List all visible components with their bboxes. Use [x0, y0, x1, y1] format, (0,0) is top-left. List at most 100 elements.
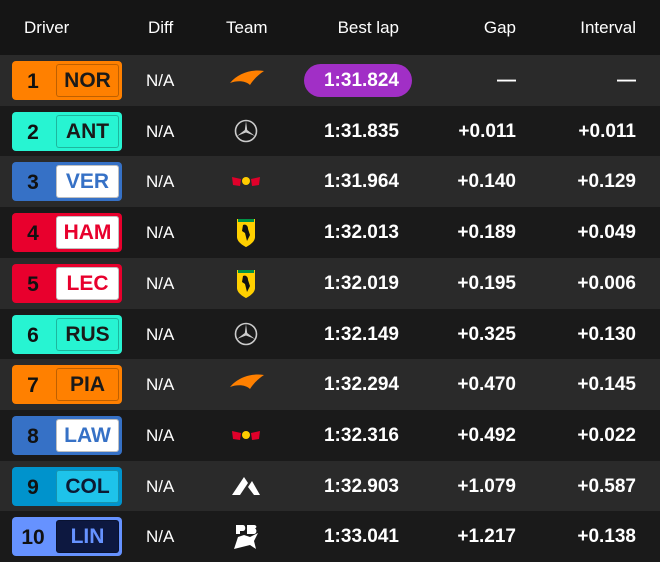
diff: N/A — [146, 425, 175, 445]
gap: +0.011 — [458, 120, 516, 142]
row: 7 PIA N/A 1:32.294 +0.470 +0.145 — [0, 359, 660, 411]
position: 2 — [27, 120, 39, 144]
gap: +0.189 — [457, 222, 516, 244]
best-lap: 1:31.964 — [323, 171, 399, 193]
header-driver: Driver — [24, 18, 70, 37]
driver-code: VER — [56, 165, 119, 199]
team-logo — [228, 367, 264, 406]
team-logo — [228, 418, 264, 457]
row: 5 LEC N/A 1:32.019 +0.195 +0.006 — [0, 257, 660, 309]
team-logo — [228, 519, 264, 558]
diff: N/A — [146, 375, 175, 395]
header-team: Team — [226, 18, 268, 37]
row: 8 LAW N/A 1:32.316 +0.492 +0.022 — [0, 409, 660, 461]
driver-badge: 6 RUS — [12, 314, 122, 354]
team-logo-icon — [237, 219, 255, 248]
driver-badge: 8 LAW — [12, 415, 122, 455]
team-logo — [228, 469, 264, 508]
fastest-lap-highlight — [304, 64, 412, 97]
team-logo-icon — [234, 119, 258, 142]
header-gap: Gap — [483, 18, 516, 37]
best-lap: 1:31.824 — [323, 70, 399, 91]
best-lap: 1:32.294 — [323, 374, 399, 396]
diff: N/A — [146, 121, 175, 141]
team-logo-icon — [234, 322, 258, 345]
position: 4 — [27, 222, 39, 246]
row: 2 ANT N/A 1:31.835 +0.011 +0.011 — [0, 105, 660, 157]
interval: +0.145 — [577, 374, 636, 396]
best-lap: 1:32.316 — [323, 424, 399, 446]
diff: N/A — [146, 223, 175, 243]
best-lap: 1:33.041 — [323, 526, 399, 548]
interval: +0.138 — [577, 526, 636, 548]
position: 1 — [27, 70, 39, 93]
team-logo — [228, 215, 264, 254]
row: 4 HAM N/A 1:32.013 +0.189 +0.049 — [0, 207, 660, 259]
driver-badge: 1 NOR — [12, 61, 122, 100]
team-logo — [228, 164, 264, 203]
interval: +0.022 — [577, 424, 636, 446]
row: 3 VER N/A 1:31.964 +0.140 +0.129 — [0, 156, 660, 208]
driver-code: LAW — [56, 418, 119, 452]
interval: +0.006 — [577, 272, 636, 294]
team-logo-icon — [232, 430, 260, 440]
gap: +0.470 — [457, 374, 516, 396]
best-lap: 1:31.835 — [323, 120, 399, 142]
diff: N/A — [146, 476, 175, 496]
team-logo — [228, 266, 264, 305]
diff: N/A — [146, 172, 175, 192]
interval: +0.587 — [577, 475, 636, 497]
driver-badge: 4 HAM — [12, 213, 122, 253]
driver-code: RUS — [56, 317, 119, 351]
team-logo-icon — [230, 70, 264, 85]
driver-code: PIA — [56, 368, 119, 402]
diff: N/A — [146, 273, 175, 293]
driver-badge: 5 LEC — [12, 263, 122, 303]
diff: N/A — [146, 527, 175, 547]
best-lap: 1:32.903 — [323, 475, 399, 497]
row: 9 COL N/A 1:32.903 +1.079 +0.587 — [0, 460, 660, 512]
row: 1 NOR N/A 1:31.824 — — — [0, 55, 660, 106]
interval: — — [617, 70, 636, 91]
driver-code: LEC — [56, 266, 119, 300]
team-logo-icon — [232, 177, 260, 187]
team-logo — [228, 63, 264, 102]
gap: +1.079 — [457, 475, 516, 497]
position: 7 — [27, 374, 39, 398]
team-logo — [228, 114, 264, 153]
interval: +0.129 — [577, 171, 636, 193]
header-diff: Diff — [148, 18, 174, 37]
position: 5 — [27, 272, 39, 296]
position: 9 — [27, 475, 39, 499]
gap: — — [497, 70, 516, 91]
team-logo-icon — [237, 269, 255, 298]
position: 3 — [27, 171, 39, 195]
driver-code: NOR — [56, 64, 119, 97]
driver-badge: 7 PIA — [12, 365, 122, 405]
position: 6 — [27, 323, 39, 347]
row: 10 LIN N/A 1:33.041 +1.217 +0.138 — [0, 511, 660, 562]
best-lap: 1:32.019 — [323, 272, 399, 294]
gap: +0.492 — [457, 424, 516, 446]
diff: N/A — [146, 71, 175, 90]
best-lap: 1:32.013 — [323, 222, 399, 244]
header-interval: Interval — [580, 18, 636, 37]
interval: +0.049 — [577, 222, 636, 244]
diff: N/A — [146, 324, 175, 344]
interval: +0.130 — [577, 323, 636, 345]
gap: +0.195 — [457, 272, 516, 294]
driver-badge: 9 COL — [12, 466, 122, 506]
team-logo-icon — [232, 476, 260, 495]
team-logo-icon — [230, 374, 264, 390]
driver-badge: 10 LIN — [12, 517, 122, 557]
driver-code: ANT — [56, 114, 119, 148]
driver-badge: 3 VER — [12, 162, 122, 202]
driver-code: LIN — [56, 520, 119, 554]
team-logo-icon — [234, 525, 258, 550]
gap: +0.325 — [457, 323, 516, 345]
gap: +0.140 — [457, 171, 516, 193]
best-lap: 1:32.149 — [323, 323, 399, 345]
gap: +1.217 — [457, 526, 516, 548]
position: 10 — [21, 526, 45, 550]
driver-code: HAM — [56, 216, 119, 250]
